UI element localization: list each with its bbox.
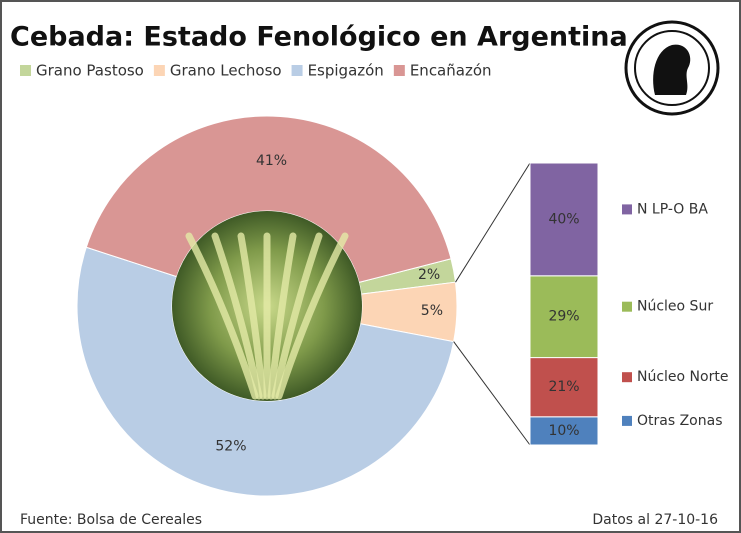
legend-swatch bbox=[622, 204, 632, 214]
legend-label: Núcleo Sur bbox=[637, 299, 713, 315]
chart-title: Cebada: Estado Fenológico en Argentina bbox=[10, 22, 628, 53]
source: Fuente: Bolsa de Cereales bbox=[20, 512, 202, 528]
data-label: 2% bbox=[418, 267, 440, 283]
legend-swatch bbox=[20, 65, 31, 76]
legend-label: Núcleo Norte bbox=[637, 369, 728, 385]
legend-label: Otras Zonas bbox=[637, 413, 723, 429]
legend-swatch bbox=[292, 65, 303, 76]
legend-label: Grano Lechoso bbox=[170, 62, 282, 80]
legend-label: N LP-O BA bbox=[637, 201, 708, 217]
legend-swatch bbox=[622, 372, 632, 382]
data-label: 52% bbox=[215, 438, 246, 454]
legend-label: Encañazón bbox=[410, 62, 492, 80]
legend-label: Grano Pastoso bbox=[36, 62, 144, 80]
data-label: 29% bbox=[548, 309, 579, 325]
page: Cebada: Estado Fenológico en Argentina F… bbox=[0, 0, 741, 533]
data-label: 10% bbox=[548, 423, 579, 439]
data-label: 41% bbox=[256, 153, 287, 169]
legend-swatch bbox=[154, 65, 165, 76]
data-label: 21% bbox=[548, 379, 579, 395]
data-label: 40% bbox=[548, 211, 579, 227]
legend-swatch bbox=[394, 65, 405, 76]
legend-swatch bbox=[622, 302, 632, 312]
date: Datos al 27-10-16 bbox=[592, 512, 718, 528]
legend-swatch bbox=[622, 416, 632, 426]
logo bbox=[626, 22, 718, 114]
legend-label: Espigazón bbox=[308, 62, 384, 80]
data-label: 5% bbox=[421, 303, 443, 319]
chart: Cebada: Estado Fenológico en Argentina F… bbox=[0, 0, 741, 533]
